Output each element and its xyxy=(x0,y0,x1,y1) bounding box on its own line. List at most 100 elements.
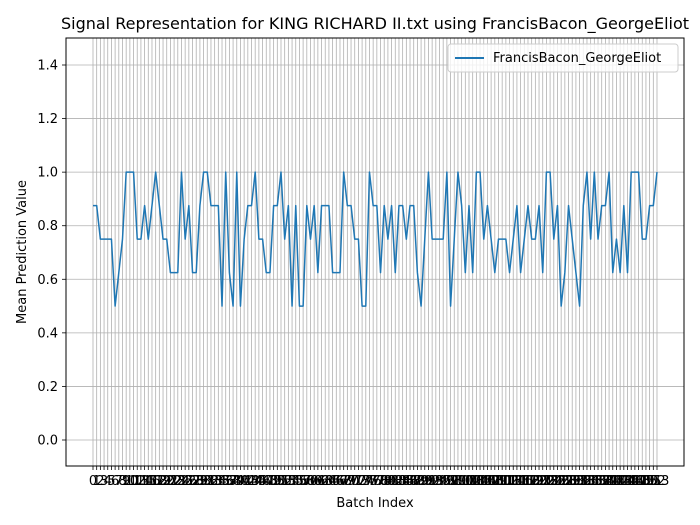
x-tick-label: 48 xyxy=(262,474,279,489)
x-tick-label: 150 xyxy=(634,474,659,489)
x-tick-label: 126 xyxy=(545,474,570,489)
x-tick-label: 140 xyxy=(597,474,622,489)
x-tick-label: 113 xyxy=(497,474,522,489)
y-tick-label: 0.6 xyxy=(37,273,58,288)
x-tick-label: 129 xyxy=(556,474,581,489)
y-tick-label: 1.0 xyxy=(37,166,58,181)
x-tick-label: 148 xyxy=(626,474,651,489)
x-tick-label: 12 xyxy=(129,474,146,489)
x-tick-label: 105 xyxy=(468,474,493,489)
x-tick-label: 42 xyxy=(240,474,257,489)
x-tick-label: 123 xyxy=(534,474,559,489)
x-tick-label: 151 xyxy=(637,474,662,489)
x-tick-label: 29 xyxy=(192,474,209,489)
series-line xyxy=(93,171,658,307)
x-tick-label: 98 xyxy=(446,474,463,489)
x-tick-label: 23 xyxy=(170,474,187,489)
x-tick-label: 68 xyxy=(335,474,352,489)
x-tick-label: 46 xyxy=(254,474,271,489)
x-tick-label: 75 xyxy=(361,474,378,489)
x-tick-label: 24 xyxy=(173,474,190,489)
x-tick-label: 118 xyxy=(516,474,541,489)
x-tick-label: 65 xyxy=(324,474,341,489)
x-tick-label: 3 xyxy=(100,474,108,489)
x-tick-label: 6 xyxy=(111,474,119,489)
x-tick-label: 15 xyxy=(140,474,157,489)
x-tick-label: 11 xyxy=(125,474,142,489)
x-tick-label: 141 xyxy=(600,474,625,489)
x-tick-label: 114 xyxy=(501,474,526,489)
x-tick-label: 83 xyxy=(391,474,408,489)
x-tick-label: 138 xyxy=(589,474,614,489)
x-tick-label: 19 xyxy=(155,474,172,489)
x-tick-label: 103 xyxy=(460,474,485,489)
x-tick-label: 131 xyxy=(563,474,588,489)
x-tick-label: 90 xyxy=(416,474,433,489)
x-tick-label: 53 xyxy=(280,474,297,489)
x-tick-label: 149 xyxy=(630,474,655,489)
x-tick-label: 76 xyxy=(365,474,382,489)
x-tick-label: 133 xyxy=(571,474,596,489)
x-tick-label: 17 xyxy=(147,474,164,489)
x-tick-label: 128 xyxy=(552,474,577,489)
x-tick-label: 56 xyxy=(291,474,308,489)
x-tick-label: 142 xyxy=(604,474,629,489)
x-tick-label: 21 xyxy=(162,474,179,489)
x-tick-label: 70 xyxy=(343,474,360,489)
legend: FrancisBacon_GeorgeEliot xyxy=(447,43,679,73)
x-tick-label: 0 xyxy=(89,474,97,489)
x-tick-label: 102 xyxy=(457,474,482,489)
x-tick-label: 47 xyxy=(258,474,275,489)
x-tick-label: 30 xyxy=(195,474,212,489)
x-tick-label: 136 xyxy=(582,474,607,489)
x-tick-label: 106 xyxy=(471,474,496,489)
x-tick-label: 145 xyxy=(615,474,640,489)
x-tick-label: 64 xyxy=(321,474,338,489)
x-tick-label: 139 xyxy=(593,474,618,489)
x-tick-label: 61 xyxy=(310,474,327,489)
x-tick-label: 43 xyxy=(243,474,260,489)
x-tick-label: 108 xyxy=(479,474,504,489)
x-tick-label: 57 xyxy=(295,474,312,489)
series-layer xyxy=(93,171,658,307)
x-tick-label: 77 xyxy=(369,474,386,489)
x-tick-label: 28 xyxy=(188,474,205,489)
x-tick-label: 107 xyxy=(475,474,500,489)
x-tick-label: 78 xyxy=(372,474,389,489)
x-tick-label: 124 xyxy=(538,474,563,489)
x-axis-ticks: 0123456789101112131415161718192021222324… xyxy=(89,466,669,489)
x-tick-label: 143 xyxy=(608,474,633,489)
x-axis-label: Batch Index xyxy=(336,496,414,511)
x-tick-label: 18 xyxy=(151,474,168,489)
x-tick-label: 25 xyxy=(177,474,194,489)
x-tick-label: 120 xyxy=(523,474,548,489)
x-tick-label: 97 xyxy=(442,474,459,489)
x-tick-label: 51 xyxy=(273,474,290,489)
x-tick-label: 71 xyxy=(346,474,363,489)
x-tick-label: 63 xyxy=(317,474,334,489)
x-tick-label: 116 xyxy=(508,474,533,489)
y-tick-label: 0.4 xyxy=(37,326,58,341)
x-tick-label: 91 xyxy=(420,474,437,489)
x-tick-label: 2 xyxy=(96,474,104,489)
x-tick-label: 33 xyxy=(206,474,223,489)
y-tick-label: 0.2 xyxy=(37,380,58,395)
x-tick-label: 32 xyxy=(203,474,220,489)
x-tick-label: 37 xyxy=(221,474,238,489)
x-tick-label: 39 xyxy=(228,474,245,489)
x-tick-label: 89 xyxy=(413,474,430,489)
x-tick-label: 26 xyxy=(181,474,198,489)
x-tick-label: 54 xyxy=(284,474,301,489)
x-tick-label: 93 xyxy=(428,474,445,489)
x-tick-label: 10 xyxy=(122,474,139,489)
x-tick-label: 88 xyxy=(409,474,426,489)
y-axis-ticks: 0.0 0.2 0.4 0.6 0.8 1.0 1.2 1.4 xyxy=(37,59,66,449)
y-tick-label: 0.0 xyxy=(37,434,58,449)
x-tick-label: 8 xyxy=(118,474,126,489)
x-tick-label: 132 xyxy=(567,474,592,489)
x-tick-label: 1 xyxy=(93,474,101,489)
x-tick-label: 130 xyxy=(560,474,585,489)
x-tick-label: 52 xyxy=(276,474,293,489)
x-tick-label: 99 xyxy=(450,474,467,489)
